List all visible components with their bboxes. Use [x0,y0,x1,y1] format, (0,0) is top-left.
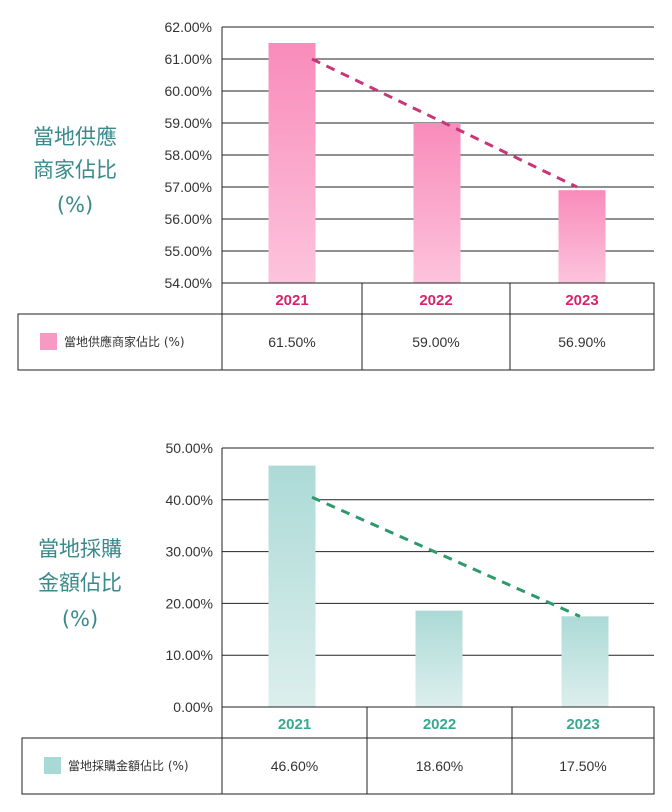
data-table-row [17,313,655,371]
bar [268,465,316,707]
y-tick-label: 60.00% [165,83,212,99]
x-category-label: 2022 [423,716,456,733]
y-tick-label: 55.00% [165,243,212,259]
data-value-label: 56.90% [558,334,605,350]
bar [268,43,316,283]
chart-side-title-line: 金額佔比 [38,571,122,595]
y-tick-label: 0.00% [173,699,213,715]
x-category-label: 2022 [419,292,452,309]
y-tick-label: 20.00% [166,595,213,611]
x-category-label: 2021 [278,716,311,733]
data-value-label: 17.50% [559,758,606,774]
trend-line [311,495,581,618]
y-tick-label: 57.00% [165,179,212,195]
legend-label: 當地採購金額佔比 (%) [68,758,189,773]
y-tick-label: 59.00% [165,115,212,131]
x-category-label: 2021 [275,292,308,309]
trend-line [311,57,578,189]
y-tick-label: 61.00% [165,51,212,67]
x-category-label: 2023 [566,716,599,733]
y-tick-label: 56.00% [165,211,212,227]
x-category-label: 2023 [565,292,598,309]
data-value-label: 46.60% [271,758,318,774]
data-value-label: 61.50% [268,334,315,350]
y-tick-label: 54.00% [165,275,212,291]
legend-swatch [40,333,57,350]
y-tick-label: 40.00% [166,492,213,508]
bar [558,190,606,283]
chart-side-title-line: (%) [62,607,98,631]
y-tick-label: 50.00% [166,440,213,456]
y-tick-label: 30.00% [166,544,213,560]
y-tick-label: 58.00% [165,147,212,163]
data-value-label: 59.00% [412,334,459,350]
y-tick-label: 10.00% [166,647,213,663]
bar [561,616,609,707]
y-tick-label: 62.00% [165,19,212,35]
chart-side-title-line: 當地採購 [38,537,122,561]
bar [415,610,463,707]
chart-side-title-line: 當地供應 [33,125,117,149]
bar [413,123,461,283]
chart-side-title-line: 商家佔比 [33,158,117,182]
data-value-label: 18.60% [416,758,463,774]
chart-side-title-line: (%) [57,193,93,217]
legend-label: 當地供應商家佔比 (%) [64,334,185,349]
data-table-row [21,737,655,795]
legend-swatch [44,757,61,774]
